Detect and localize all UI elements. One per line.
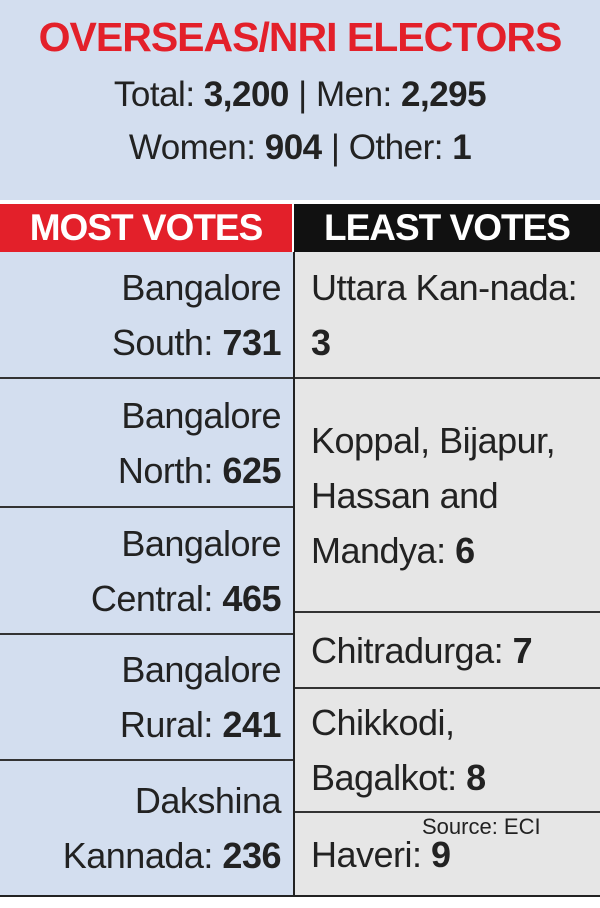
vote-count: 731 <box>222 321 281 363</box>
vote-count: 7 <box>512 629 533 671</box>
stat-label: Total: <box>113 75 195 114</box>
vote-count: 9 <box>431 833 451 875</box>
stat-value: 1 <box>452 128 472 167</box>
least-column: Uttara Kan-nada: 3 Koppal, Bijapur, Hassa… <box>295 252 600 896</box>
place-name: Bangalore South: <box>111 266 282 363</box>
source: Source: ECI <box>422 814 541 839</box>
cell-text: Dakshina Kannada: 236 <box>20 773 282 883</box>
cell-text: Koppal, Bijapur, Hassan and Mandya: 6 <box>311 413 590 578</box>
table-cell: Chikkodi, Bagalkot: 8 <box>295 687 600 811</box>
header: OVERSEAS/NRI ELECTORS Total: 3,200 | Men… <box>0 0 600 200</box>
stat-label: Women: <box>128 128 256 167</box>
table-cell: Koppal, Bijapur, Hassan and Mandya: 6 <box>295 377 600 611</box>
vote-count: 465 <box>222 577 281 619</box>
place-name: Chitradurga: <box>311 629 504 671</box>
separator: | <box>330 128 340 167</box>
cell-text: Chitradurga: 7 <box>311 623 533 678</box>
table-cell: Dakshina Kannada: 236 <box>0 759 293 895</box>
most-column: Bangalore South: 731 Bangalore North: 625… <box>0 252 295 896</box>
separator: | <box>298 75 307 114</box>
place-name: Bangalore North: <box>117 394 282 491</box>
cell-text: Bangalore South: 731 <box>20 260 282 370</box>
cell-text: Bangalore North: 625 <box>20 388 282 498</box>
stat-label: Men: <box>315 75 392 114</box>
cell-text: Uttara Kan-nada: 3 <box>311 260 590 370</box>
stat-value: 2,295 <box>401 75 487 114</box>
stats-line: Total: 3,200 | Men: 2,295 <box>0 75 600 115</box>
place-name: Bangalore Central: <box>90 522 282 619</box>
stats-line: Women: 904 | Other: 1 <box>0 128 600 168</box>
column-header: MOST VOTES <box>0 204 292 252</box>
vote-count: 625 <box>222 449 281 491</box>
place-name: Dakshina Kannada: <box>62 780 282 876</box>
stat-value: 904 <box>264 128 322 167</box>
vote-count: 236 <box>222 835 281 876</box>
table-cell: Bangalore South: 731 <box>0 252 293 377</box>
vote-count: 241 <box>222 704 281 745</box>
cell-text: Chikkodi, Bagalkot: 8 <box>311 695 590 805</box>
table-cell: Haveri: 9 <box>295 811 600 895</box>
vote-count: 6 <box>455 529 475 571</box>
place-name: Koppal, Bijapur, Hassan and Mandya: <box>311 419 556 571</box>
table-cell: Bangalore North: 625 <box>0 377 293 506</box>
place-name: Haveri: <box>311 833 422 875</box>
vote-count: 8 <box>466 757 486 798</box>
place-name: Chikkodi, Bagalkot: <box>311 702 457 798</box>
place-name: Bangalore Rural: <box>119 649 282 745</box>
column-header: LEAST VOTES <box>294 204 600 252</box>
cell-text: Bangalore Rural: 241 <box>20 642 282 752</box>
table-cell: Chitradurga: 7 <box>295 611 600 687</box>
table-cell: Bangalore Central: 465 <box>0 506 293 633</box>
table-cell: Bangalore Rural: 241 <box>0 633 293 759</box>
cell-text: Bangalore Central: 465 <box>20 516 282 626</box>
place-name: Uttara Kan-nada: <box>311 266 578 308</box>
cell-text: Haveri: 9 <box>311 827 451 882</box>
rule <box>0 895 600 897</box>
table-cell: Uttara Kan-nada: 3 <box>295 252 600 377</box>
stat-label: Other: <box>348 128 444 167</box>
vote-count: 3 <box>311 321 331 363</box>
stat-value: 3,200 <box>203 75 290 114</box>
title: OVERSEAS/NRI ELECTORS <box>38 14 563 60</box>
